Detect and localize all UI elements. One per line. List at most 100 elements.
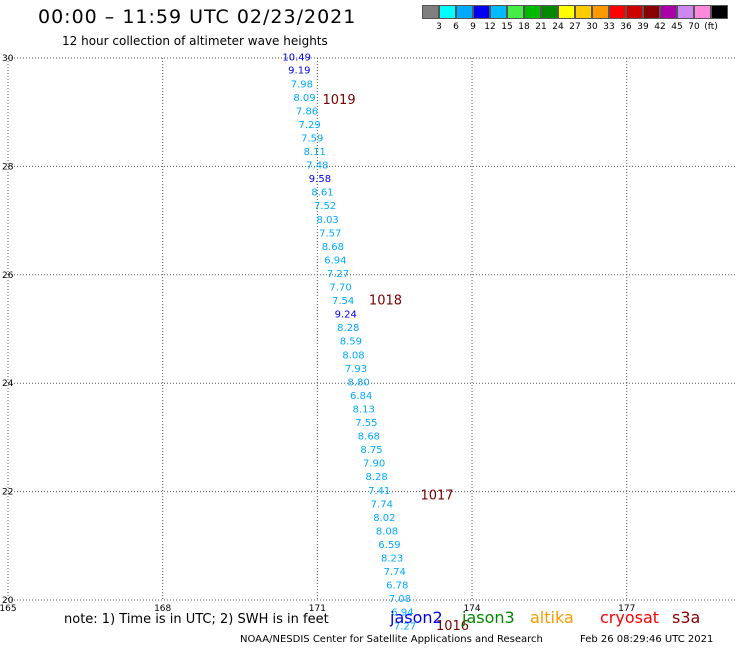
- wave-height-value: 8.02: [373, 513, 395, 524]
- longitude-tick-label: 168: [154, 604, 171, 614]
- wave-height-value: 7.41: [368, 486, 390, 497]
- wave-height-value: 9.19: [288, 66, 310, 77]
- wave-height-value: 8.23: [381, 554, 403, 565]
- legend-label: 42: [654, 22, 666, 32]
- legend-swatch: [524, 5, 541, 19]
- wave-height-value: 8.08: [376, 526, 398, 537]
- legend-swatch: [626, 5, 643, 19]
- wave-height-value: 7.57: [319, 228, 341, 239]
- legend-swatch: [711, 5, 728, 19]
- wave-height-value: 7.52: [314, 201, 336, 212]
- map-note: note: 1) Time is in UTC; 2) SWH is in fe…: [64, 612, 329, 627]
- longitude-tick-label: 174: [463, 604, 480, 614]
- legend-label: 70: [688, 22, 700, 32]
- wave-height-value: 7.27: [327, 269, 349, 280]
- footer-credit: NOAA/NESDIS Center for Satellite Applica…: [240, 634, 543, 645]
- map-grid: [7, 57, 735, 601]
- legend-swatch: [490, 5, 507, 19]
- wave-height-value: 6.94: [324, 255, 346, 266]
- legend-label: 18: [518, 22, 530, 32]
- wave-height-value: 6.78: [386, 581, 408, 592]
- legend-label: 33: [603, 22, 615, 32]
- wave-height-value: 9.24: [335, 310, 357, 321]
- wave-height-value: 8.13: [353, 404, 375, 415]
- wave-height-value: 8.03: [317, 215, 339, 226]
- legend-label: 6: [453, 22, 459, 32]
- legend-label: 45: [671, 22, 683, 32]
- legend-swatch: [439, 5, 456, 19]
- legend-swatch: [456, 5, 473, 19]
- wave-height-value: 7.27: [394, 621, 416, 632]
- legend-label: 9: [470, 22, 476, 32]
- wave-height-value: 8.59: [340, 337, 362, 348]
- wave-height-value: 8.80: [347, 377, 369, 388]
- wave-height-value: 7.74: [384, 567, 406, 578]
- legend-swatch: [507, 5, 524, 19]
- wave-height-value: 7.59: [301, 133, 323, 144]
- wave-height-value: 8.68: [322, 242, 344, 253]
- latitude-tick-label: 20: [2, 596, 14, 606]
- legend-label: 24: [552, 22, 564, 32]
- wave-height-points: 10.49 9.19 7.98 8.09 7.86 7.29 7.59 8.11 7.48 9.5…: [282, 53, 416, 633]
- legend-label: 3: [436, 22, 442, 32]
- map-subtitle: 12 hour collection of altimeter wave hei…: [62, 34, 328, 48]
- latitude-tick-label: 28: [2, 162, 14, 172]
- wave-height-value: 7.98: [291, 79, 313, 90]
- wave-height-value: 7.48: [306, 161, 328, 172]
- latitude-tick-label: 30: [2, 54, 14, 64]
- legend-label: 30: [586, 22, 598, 32]
- longitude-tick-label: 165: [0, 604, 17, 614]
- wave-height-value: 10.49: [282, 53, 311, 64]
- legend-swatch: [609, 5, 626, 19]
- satellite-jason3-label: jason3: [462, 608, 515, 627]
- map-title: 00:00 – 11:59 UTC 02/23/2021: [38, 6, 357, 28]
- map-axis-ticks: 165 168 171 174 177 30 28 26 24 22 20: [0, 54, 635, 614]
- wave-height-value: 6.94: [391, 608, 413, 619]
- footer-timestamp: Feb 26 08:29:46 UTC 2021: [580, 634, 714, 645]
- wave-height-value: 6.84: [350, 391, 372, 402]
- wave-height-value: 8.61: [311, 188, 333, 199]
- latitude-tick-label: 22: [2, 488, 13, 498]
- longitude-tick-label: 171: [309, 604, 326, 614]
- satellite-jason2-label: jason2: [390, 608, 443, 627]
- legend-label: 12: [484, 22, 496, 32]
- pressure-label: 1016: [436, 619, 469, 634]
- wave-height-value: 7.70: [329, 283, 351, 294]
- latitude-tick-label: 26: [2, 271, 14, 281]
- wave-height-value: 7.55: [355, 418, 377, 429]
- longitude-tick-label: 177: [618, 604, 635, 614]
- pressure-labels: 1019 1018 1017 1016: [323, 93, 470, 634]
- legend-swatch: [473, 5, 490, 19]
- pressure-label: 1017: [420, 489, 453, 504]
- legend-label: (ft): [704, 22, 718, 32]
- legend-label: 27: [569, 22, 581, 32]
- wave-height-value: 8.68: [358, 432, 380, 443]
- wave-height-value: 8.09: [293, 93, 315, 104]
- pressure-label: 1018: [369, 294, 402, 309]
- legend-swatch: [660, 5, 677, 19]
- latitude-tick-label: 24: [2, 379, 14, 389]
- legend-swatch: [677, 5, 694, 19]
- satellite-altika-label: altika: [530, 608, 574, 627]
- legend-swatch: [592, 5, 609, 19]
- satellite-s3a-label: s3a: [672, 608, 701, 627]
- legend-swatch: [541, 5, 558, 19]
- legend-label: 15: [501, 22, 513, 32]
- wave-height-value: 8.28: [366, 472, 388, 483]
- legend-swatch: [422, 5, 439, 19]
- satellite-cryosat-label: cryosat: [600, 608, 660, 627]
- legend-swatch: [694, 5, 711, 19]
- wave-height-value: 8.08: [342, 350, 364, 361]
- wave-height-value: 7.86: [296, 106, 318, 117]
- wave-height-value: 8.75: [360, 445, 382, 456]
- wave-height-value: 7.74: [371, 499, 393, 510]
- wave-height-value: 6.59: [378, 540, 400, 551]
- wave-height-value: 7.93: [345, 364, 367, 375]
- legend-label: 39: [637, 22, 649, 32]
- wave-height-value: 8.28: [337, 323, 359, 334]
- wave-height-value: 7.08: [389, 594, 411, 605]
- wave-height-value: 7.54: [332, 296, 354, 307]
- legend-label: 21: [535, 22, 547, 32]
- pressure-label: 1019: [323, 93, 356, 108]
